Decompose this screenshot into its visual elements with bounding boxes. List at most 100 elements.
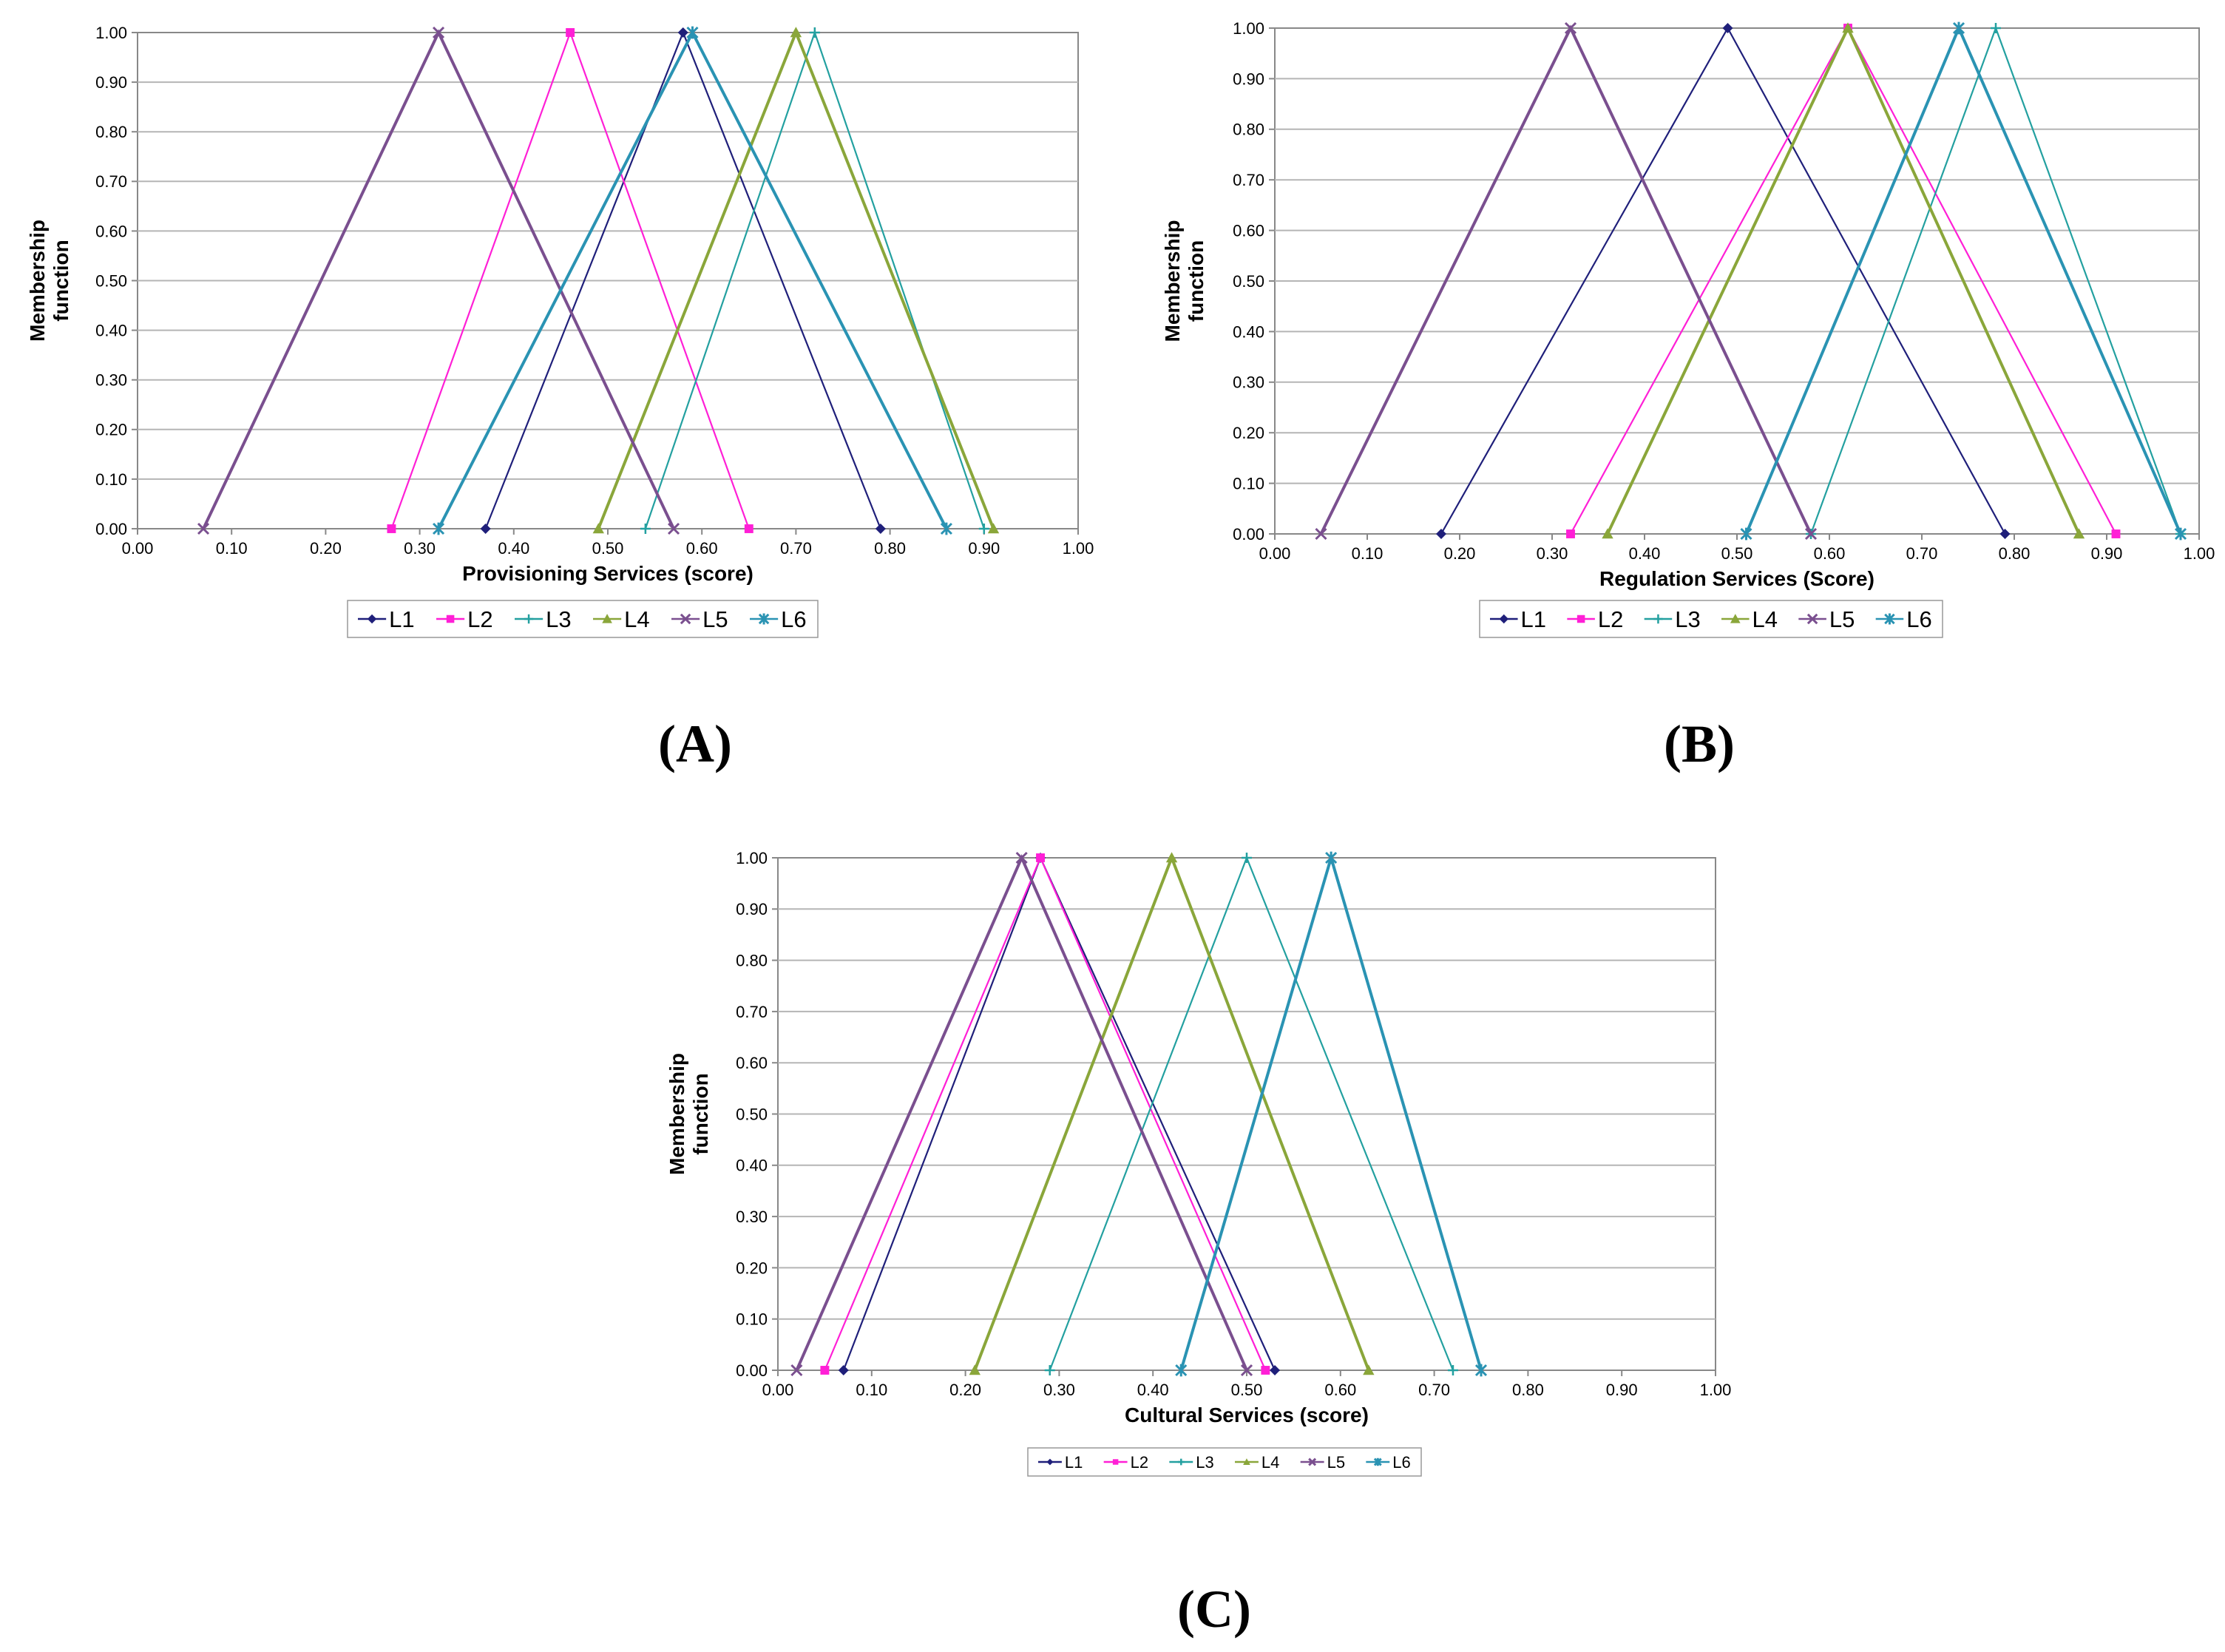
legend-entry-l1: L1: [1521, 606, 1546, 632]
legend-marker-l6: [1884, 613, 1895, 625]
legend-box: [1479, 600, 1943, 638]
x-tick-label: 1.00: [1700, 1381, 1732, 1399]
legend-entry-l1: L1: [389, 606, 414, 632]
y-tick-label: 0.50: [95, 271, 127, 290]
data-point-l6: [2174, 527, 2187, 541]
data-point-l2: [820, 1366, 830, 1375]
data-point-l4: [1602, 528, 1613, 539]
data-point-l6: [1952, 21, 1965, 35]
series-l2: [387, 28, 753, 533]
data-point-l2: [387, 524, 396, 533]
data-point-l4: [1842, 22, 1854, 33]
x-tick-label: 0.00: [122, 539, 154, 558]
x-tick-label: 0.10: [216, 539, 248, 558]
legend-entry-l4: L4: [1261, 1453, 1279, 1472]
legend-entry-l2: L2: [1598, 606, 1623, 632]
y-tick-label: 0.40: [95, 322, 127, 340]
data-point-l4: [1363, 1364, 1375, 1375]
x-tick-label: 0.20: [310, 539, 342, 558]
data-point-l5: [1564, 21, 1577, 35]
legend: L1 L2 L3 L4 L5 L6: [347, 600, 819, 638]
data-point-l3: [809, 27, 820, 38]
data-point-l3: [1447, 1365, 1458, 1375]
y-tick-label: 0.20: [95, 421, 127, 439]
x-tick-label: 0.40: [1629, 544, 1661, 563]
legend-marker-l4: [602, 614, 612, 623]
legend-marker-l2: [1112, 1459, 1119, 1465]
data-point-l5: [432, 26, 445, 39]
x-tick-label: 1.00: [2184, 544, 2215, 563]
x-tick-label: 0.00: [762, 1381, 794, 1399]
y-tick-label: 0.70: [736, 1003, 768, 1021]
y-tick-label: 0.00: [95, 520, 127, 538]
data-point-l5: [197, 522, 210, 535]
data-point-l5: [1804, 527, 1818, 541]
x-tick-label: 0.10: [856, 1381, 887, 1399]
y-tick-label: 0.40: [1233, 322, 1264, 341]
y-tick-label: 0.60: [95, 222, 127, 240]
y-tick-label: 0.50: [736, 1105, 768, 1123]
x-tick-label: 0.70: [780, 539, 812, 558]
y-axis-label: function: [50, 240, 72, 321]
panel-label-a: (A): [658, 714, 732, 773]
y-tick-label: 0.90: [736, 900, 768, 918]
series-l5: [790, 851, 1253, 1377]
data-point-l6: [1175, 1364, 1188, 1377]
series-l5: [197, 26, 680, 535]
legend-entry-l5: L5: [702, 606, 728, 632]
data-point-l4: [1165, 852, 1178, 863]
data-point-l6: [1325, 851, 1338, 864]
x-tick-label: 0.70: [1906, 544, 1938, 563]
legend-entry-l4: L4: [624, 606, 649, 632]
legend-marker-l1: [1046, 1458, 1054, 1466]
data-point-l2: [566, 28, 575, 37]
data-point-l1: [677, 27, 688, 38]
legend-entry-l3: L3: [1675, 606, 1700, 632]
x-tick-label: 0.00: [1259, 544, 1291, 563]
legend: L1 L2 L3 L4 L5 L6: [1027, 1447, 1422, 1477]
data-point-l3: [1044, 1365, 1055, 1375]
legend-marker-l5: [680, 613, 691, 625]
x-tick-label: 0.60: [686, 539, 718, 558]
y-tick-label: 0.60: [1233, 222, 1264, 240]
y-tick-label: 0.30: [1233, 373, 1264, 392]
x-tick-label: 0.50: [1231, 1381, 1263, 1399]
x-tick-label: 0.20: [949, 1381, 981, 1399]
data-point-l5: [1315, 527, 1327, 541]
x-tick-label: 0.60: [1814, 544, 1846, 563]
legend-marker-l6: [1373, 1458, 1382, 1466]
legend-marker-l3: [1653, 614, 1663, 624]
y-tick-label: 0.20: [736, 1259, 768, 1277]
y-tick-label: 0.40: [736, 1157, 768, 1175]
legend-marker-l2: [446, 615, 455, 623]
data-point-l5: [1015, 851, 1028, 864]
x-tick-label: 0.70: [1418, 1381, 1450, 1399]
legend-marker-l2: [1577, 615, 1585, 623]
legend: L1 L2 L3 L4 L5 L6: [1479, 600, 1943, 638]
y-tick-label: 0.80: [736, 952, 768, 970]
legend-entry-l5: L5: [1829, 606, 1855, 632]
y-axis-label: function: [1185, 240, 1208, 322]
data-point-l6: [686, 26, 699, 39]
y-axis-label: Membership: [666, 1053, 688, 1175]
data-point-l3: [1242, 853, 1252, 863]
panel-label-b: (B): [1664, 714, 1735, 773]
data-point-l1: [1999, 529, 2011, 539]
legend-entry-l4: L4: [1752, 606, 1778, 632]
legend-box: [1027, 1447, 1422, 1477]
series-l1: [480, 27, 886, 534]
data-point-l5: [790, 1364, 803, 1377]
x-tick-label: 0.90: [1606, 1381, 1638, 1399]
y-tick-label: 1.00: [736, 849, 768, 867]
data-point-l4: [790, 27, 802, 38]
legend-marker-l4: [1730, 614, 1741, 623]
x-axis-label: Regulation Services (Score): [1599, 567, 1875, 590]
legend-entry-l6: L6: [1906, 606, 1931, 632]
series-l6: [1175, 851, 1488, 1377]
series-l1: [1436, 23, 2011, 539]
data-point-l2: [2111, 529, 2121, 538]
data-point-l3: [640, 524, 651, 534]
legend-entry-l3: L3: [546, 606, 571, 632]
series-l4: [592, 27, 1000, 534]
legend-marker-l4: [1243, 1458, 1250, 1465]
